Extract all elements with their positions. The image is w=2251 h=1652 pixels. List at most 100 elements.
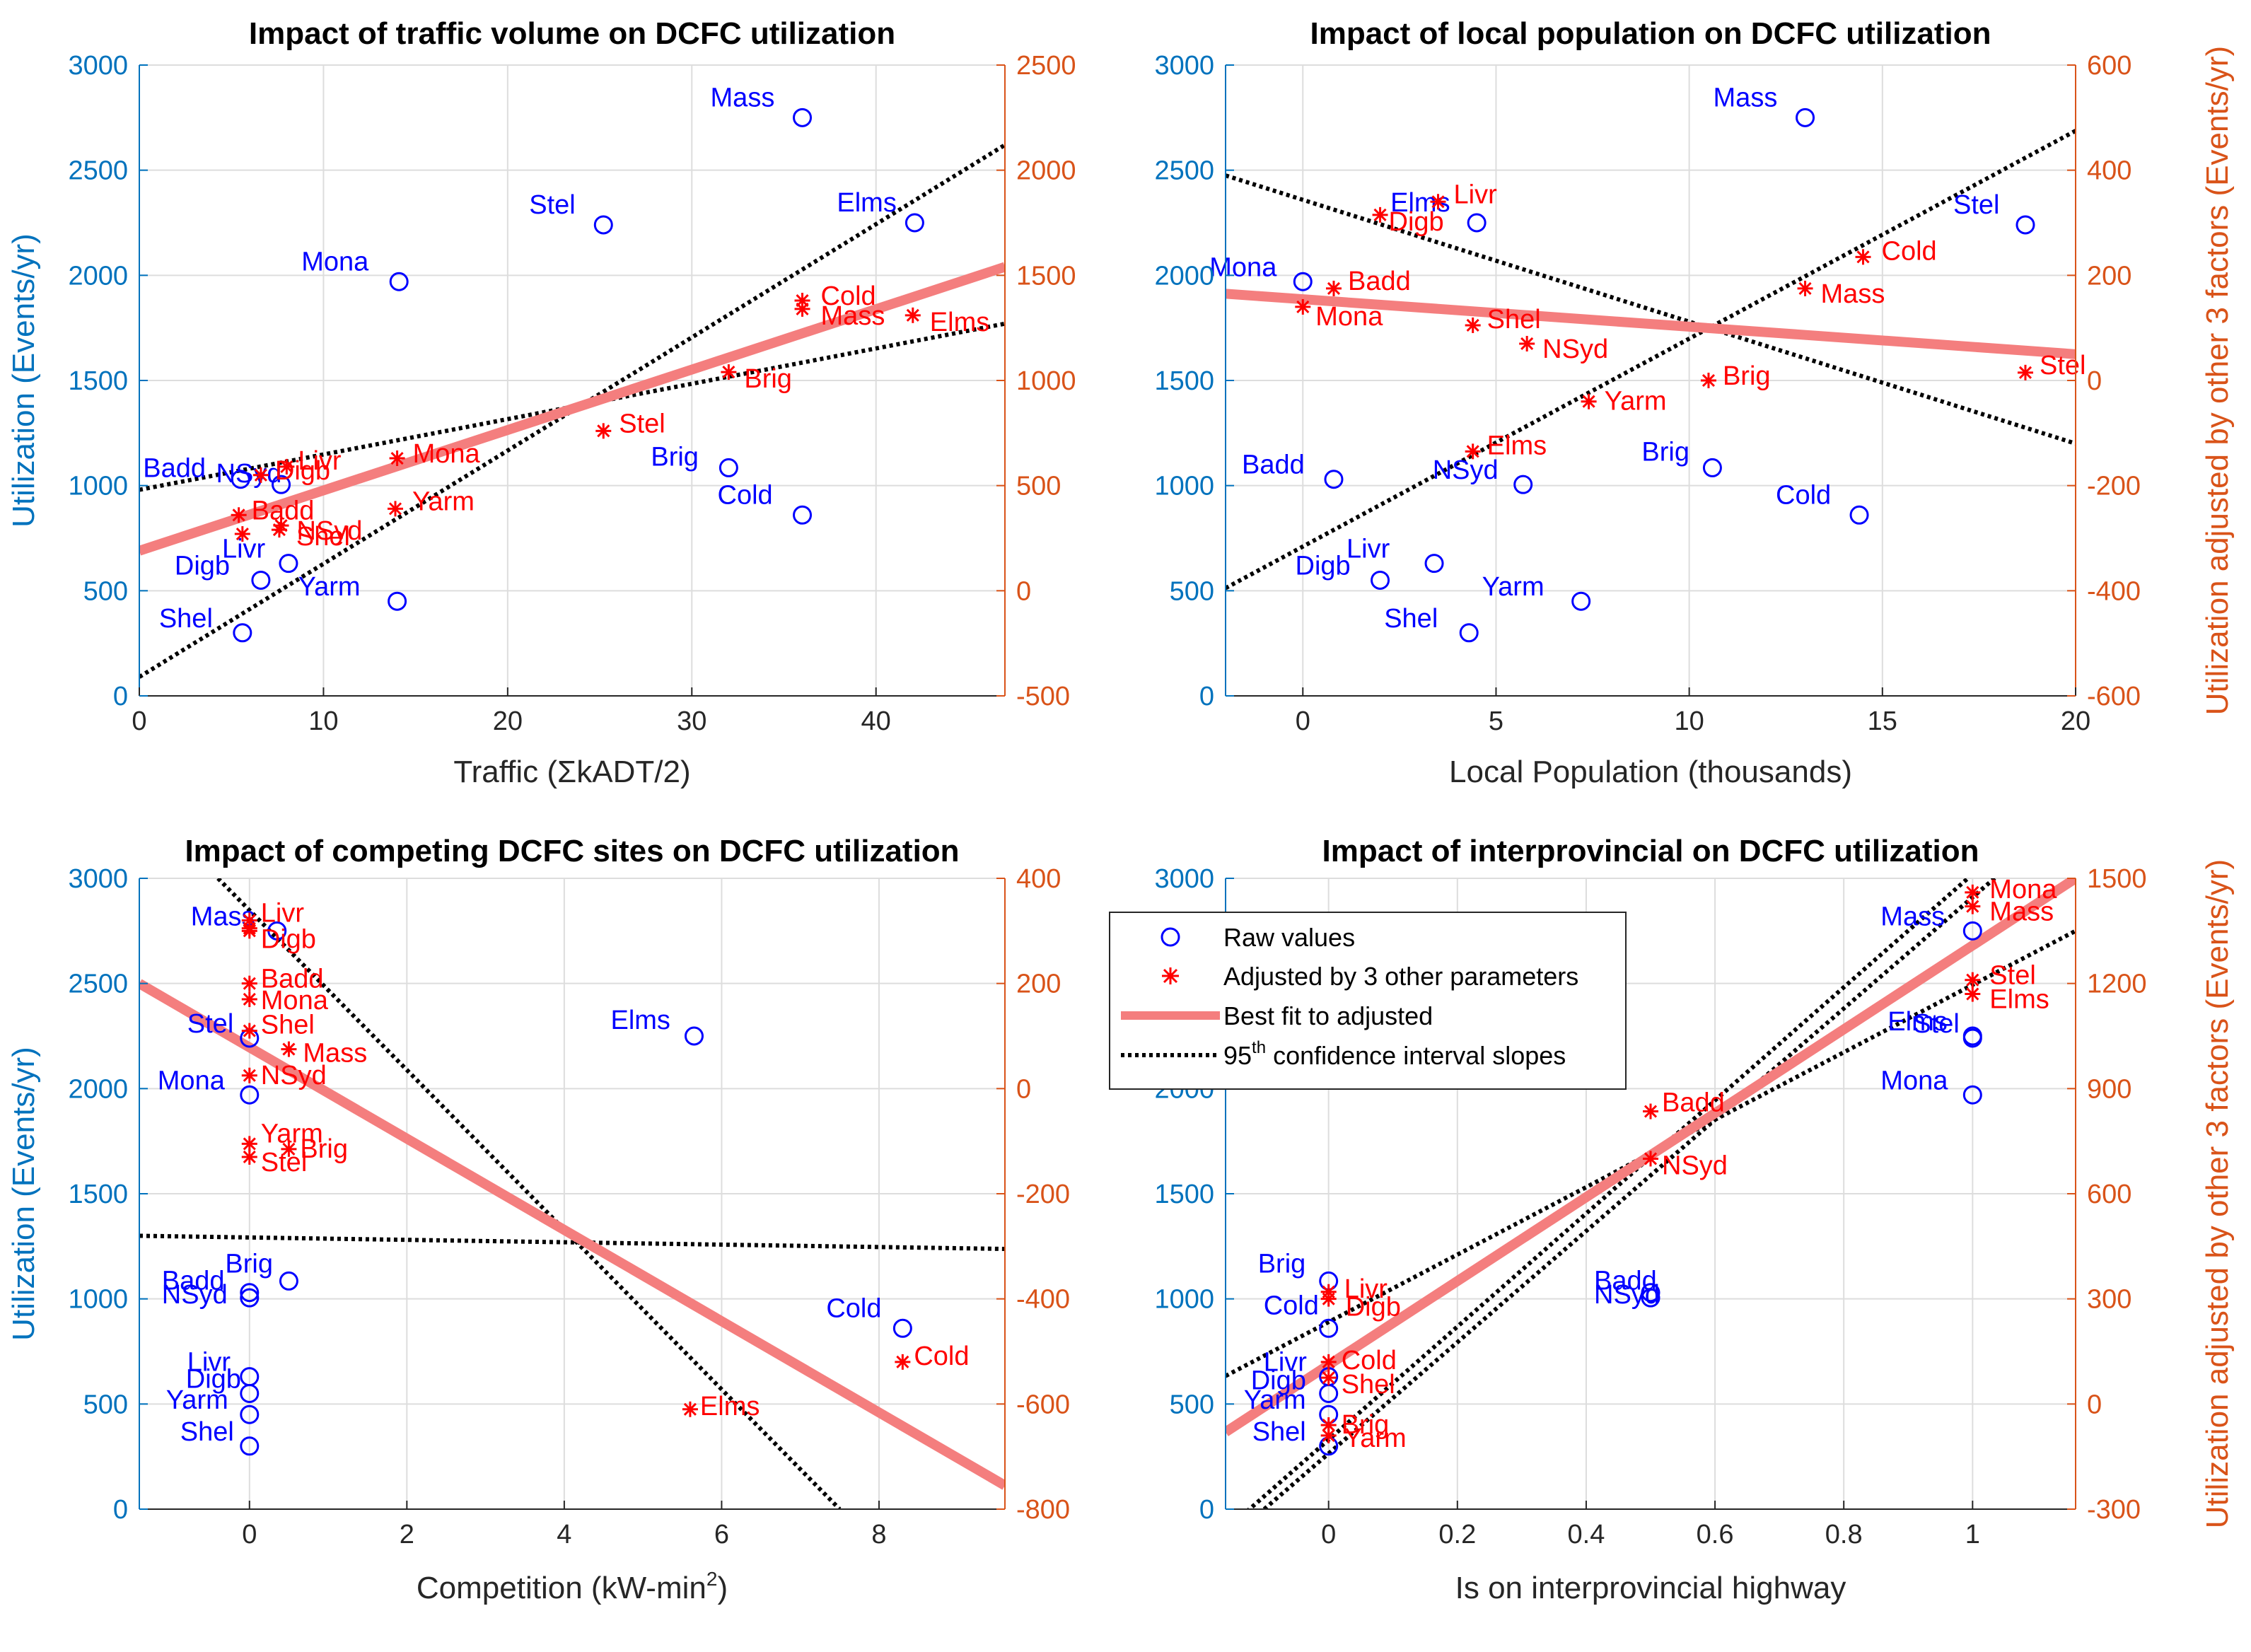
adjusted-point-label: Livr xyxy=(1454,180,1498,209)
adjusted-point-stroke xyxy=(1322,1429,1335,1442)
raw-point-label: Stel xyxy=(1953,190,1999,220)
adjusted-point-label: Brig xyxy=(1342,1410,1390,1440)
best-fit-line xyxy=(1226,289,2076,359)
x-axis-label: Traffic (ΣkADT/2) xyxy=(453,755,690,789)
raw-point-label: Shel xyxy=(1252,1417,1306,1447)
raw-point-label: Digb xyxy=(175,551,230,581)
x-tick-label: 40 xyxy=(861,706,891,736)
adjusted-point-stroke xyxy=(1702,373,1716,388)
adjusted-point-stroke xyxy=(1431,195,1445,209)
right-tick-label: 1000 xyxy=(1016,366,1076,396)
adjusted-point-label: Elms xyxy=(1989,985,2049,1015)
adjusted-point-stroke xyxy=(1798,281,1812,295)
raw-point xyxy=(1513,475,1533,494)
adjusted-point-label: Cold xyxy=(821,281,876,311)
x-axis-label: Is on interprovincial highway xyxy=(1455,1571,1846,1605)
raw-point-label: Digb xyxy=(1251,1366,1306,1395)
right-tick-label: -200 xyxy=(1016,1180,1070,1209)
adjusted-point-stroke xyxy=(390,451,404,465)
raw-point-label: Stel xyxy=(187,1009,233,1039)
adjusted-point-label: Mona xyxy=(261,986,329,1016)
adjusted-point xyxy=(234,526,250,542)
ci-slope-line xyxy=(1262,878,1998,1509)
adjusted-point-label: Livr xyxy=(298,446,342,476)
chart-title: Impact of traffic volume on DCFC utiliza… xyxy=(249,16,895,51)
adjusted-point xyxy=(1320,1370,1337,1386)
adjusted-point-stroke xyxy=(1327,281,1341,295)
raw-point xyxy=(793,505,813,525)
x-tick-label: 0.6 xyxy=(1697,1520,1734,1549)
left-tick-label: 1000 xyxy=(1154,1285,1214,1315)
panel-interprovincial: MassElmsStelMonaBaddNSydBrigColdLivrDigb… xyxy=(1154,834,2235,1605)
right-tick-label: 0 xyxy=(1016,576,1031,606)
adjusted-point xyxy=(682,1401,698,1417)
left-tick-label: 2500 xyxy=(68,156,128,186)
raw-point-label: Cold xyxy=(718,480,773,510)
adjusted-point-stroke xyxy=(280,460,293,473)
adjusted-point-label: Digb xyxy=(1389,207,1444,237)
raw-point xyxy=(684,1026,704,1046)
raw-point xyxy=(240,1283,260,1303)
x-tick-label: 0 xyxy=(1296,706,1310,736)
raw-point xyxy=(251,570,271,590)
raw-point xyxy=(1849,505,1869,525)
left-tick-label: 0 xyxy=(113,1495,128,1525)
left-tick-label: 1500 xyxy=(1154,366,1214,396)
raw-point xyxy=(793,107,813,127)
raw-point xyxy=(1702,458,1722,477)
right-tick-label: 200 xyxy=(2087,261,2131,291)
adjusted-point-stroke xyxy=(722,366,735,379)
adjusted-point-stroke xyxy=(1520,337,1534,351)
adjusted-point-stroke xyxy=(1644,1105,1658,1118)
adjusted-point xyxy=(1320,1354,1337,1370)
left-tick-label: 500 xyxy=(83,576,128,606)
adjusted-point xyxy=(1372,206,1388,223)
adjusted-point xyxy=(387,501,403,517)
adjusted-point-label: Digb xyxy=(261,924,316,954)
adjusted-point xyxy=(1700,373,1716,388)
raw-point xyxy=(719,458,738,477)
adjusted-point xyxy=(279,458,295,475)
adjusted-point-label: Shel xyxy=(1487,305,1541,335)
adjusted-point-label: Mona xyxy=(1315,302,1383,332)
adjusted-point-label: Shel xyxy=(296,522,350,552)
ci-slope-line xyxy=(139,1233,1005,1252)
adjusted-point-stroke xyxy=(243,1137,256,1151)
raw-point-label: Livr xyxy=(1264,1348,1308,1378)
left-axis-label: Utilization (Events/yr) xyxy=(6,233,41,528)
adjusted-point-stroke xyxy=(1966,987,1979,1001)
x-tick-label: 8 xyxy=(871,1520,886,1549)
left-tick-label: 1500 xyxy=(68,1180,128,1209)
x-tick-label: 10 xyxy=(1674,706,1704,736)
best-fit-line xyxy=(139,979,1005,1490)
raw-point xyxy=(279,554,298,574)
adjusted-point-label: Mass xyxy=(821,301,885,331)
raw-point xyxy=(231,470,250,489)
left-tick-label: 500 xyxy=(83,1390,128,1419)
right-tick-label: 600 xyxy=(2087,1180,2131,1209)
raw-point xyxy=(272,475,291,494)
adjusted-point-label: NSyd xyxy=(297,516,363,546)
raw-point-label: Badd xyxy=(1242,450,1305,480)
adjusted-point-label: Yarm xyxy=(412,487,475,516)
right-tick-label: -600 xyxy=(2087,682,2141,711)
adjusted-point-stroke xyxy=(906,308,919,322)
adjusted-point xyxy=(231,507,247,523)
adjusted-point xyxy=(271,522,287,538)
adjusted-point-stroke xyxy=(597,424,610,438)
adjusted-point-stroke xyxy=(1322,1419,1335,1432)
raw-point-label: Digb xyxy=(186,1364,241,1394)
adjusted-point-label: Elms xyxy=(700,1392,760,1421)
raw-point-label: NSyd xyxy=(1594,1280,1660,1310)
adjusted-point-label: Mass xyxy=(1821,279,1885,309)
adjusted-point-label: Digb xyxy=(1346,1293,1401,1322)
adjusted-point-stroke xyxy=(1373,208,1387,221)
adjusted-point-label: Stel xyxy=(1989,961,2035,991)
adjusted-point-stroke xyxy=(243,1069,256,1082)
raw-point-label: Elms xyxy=(1888,1007,1947,1037)
right-tick-label: 600 xyxy=(2087,51,2131,81)
raw-point xyxy=(1424,554,1444,574)
data-layer xyxy=(139,143,1005,679)
